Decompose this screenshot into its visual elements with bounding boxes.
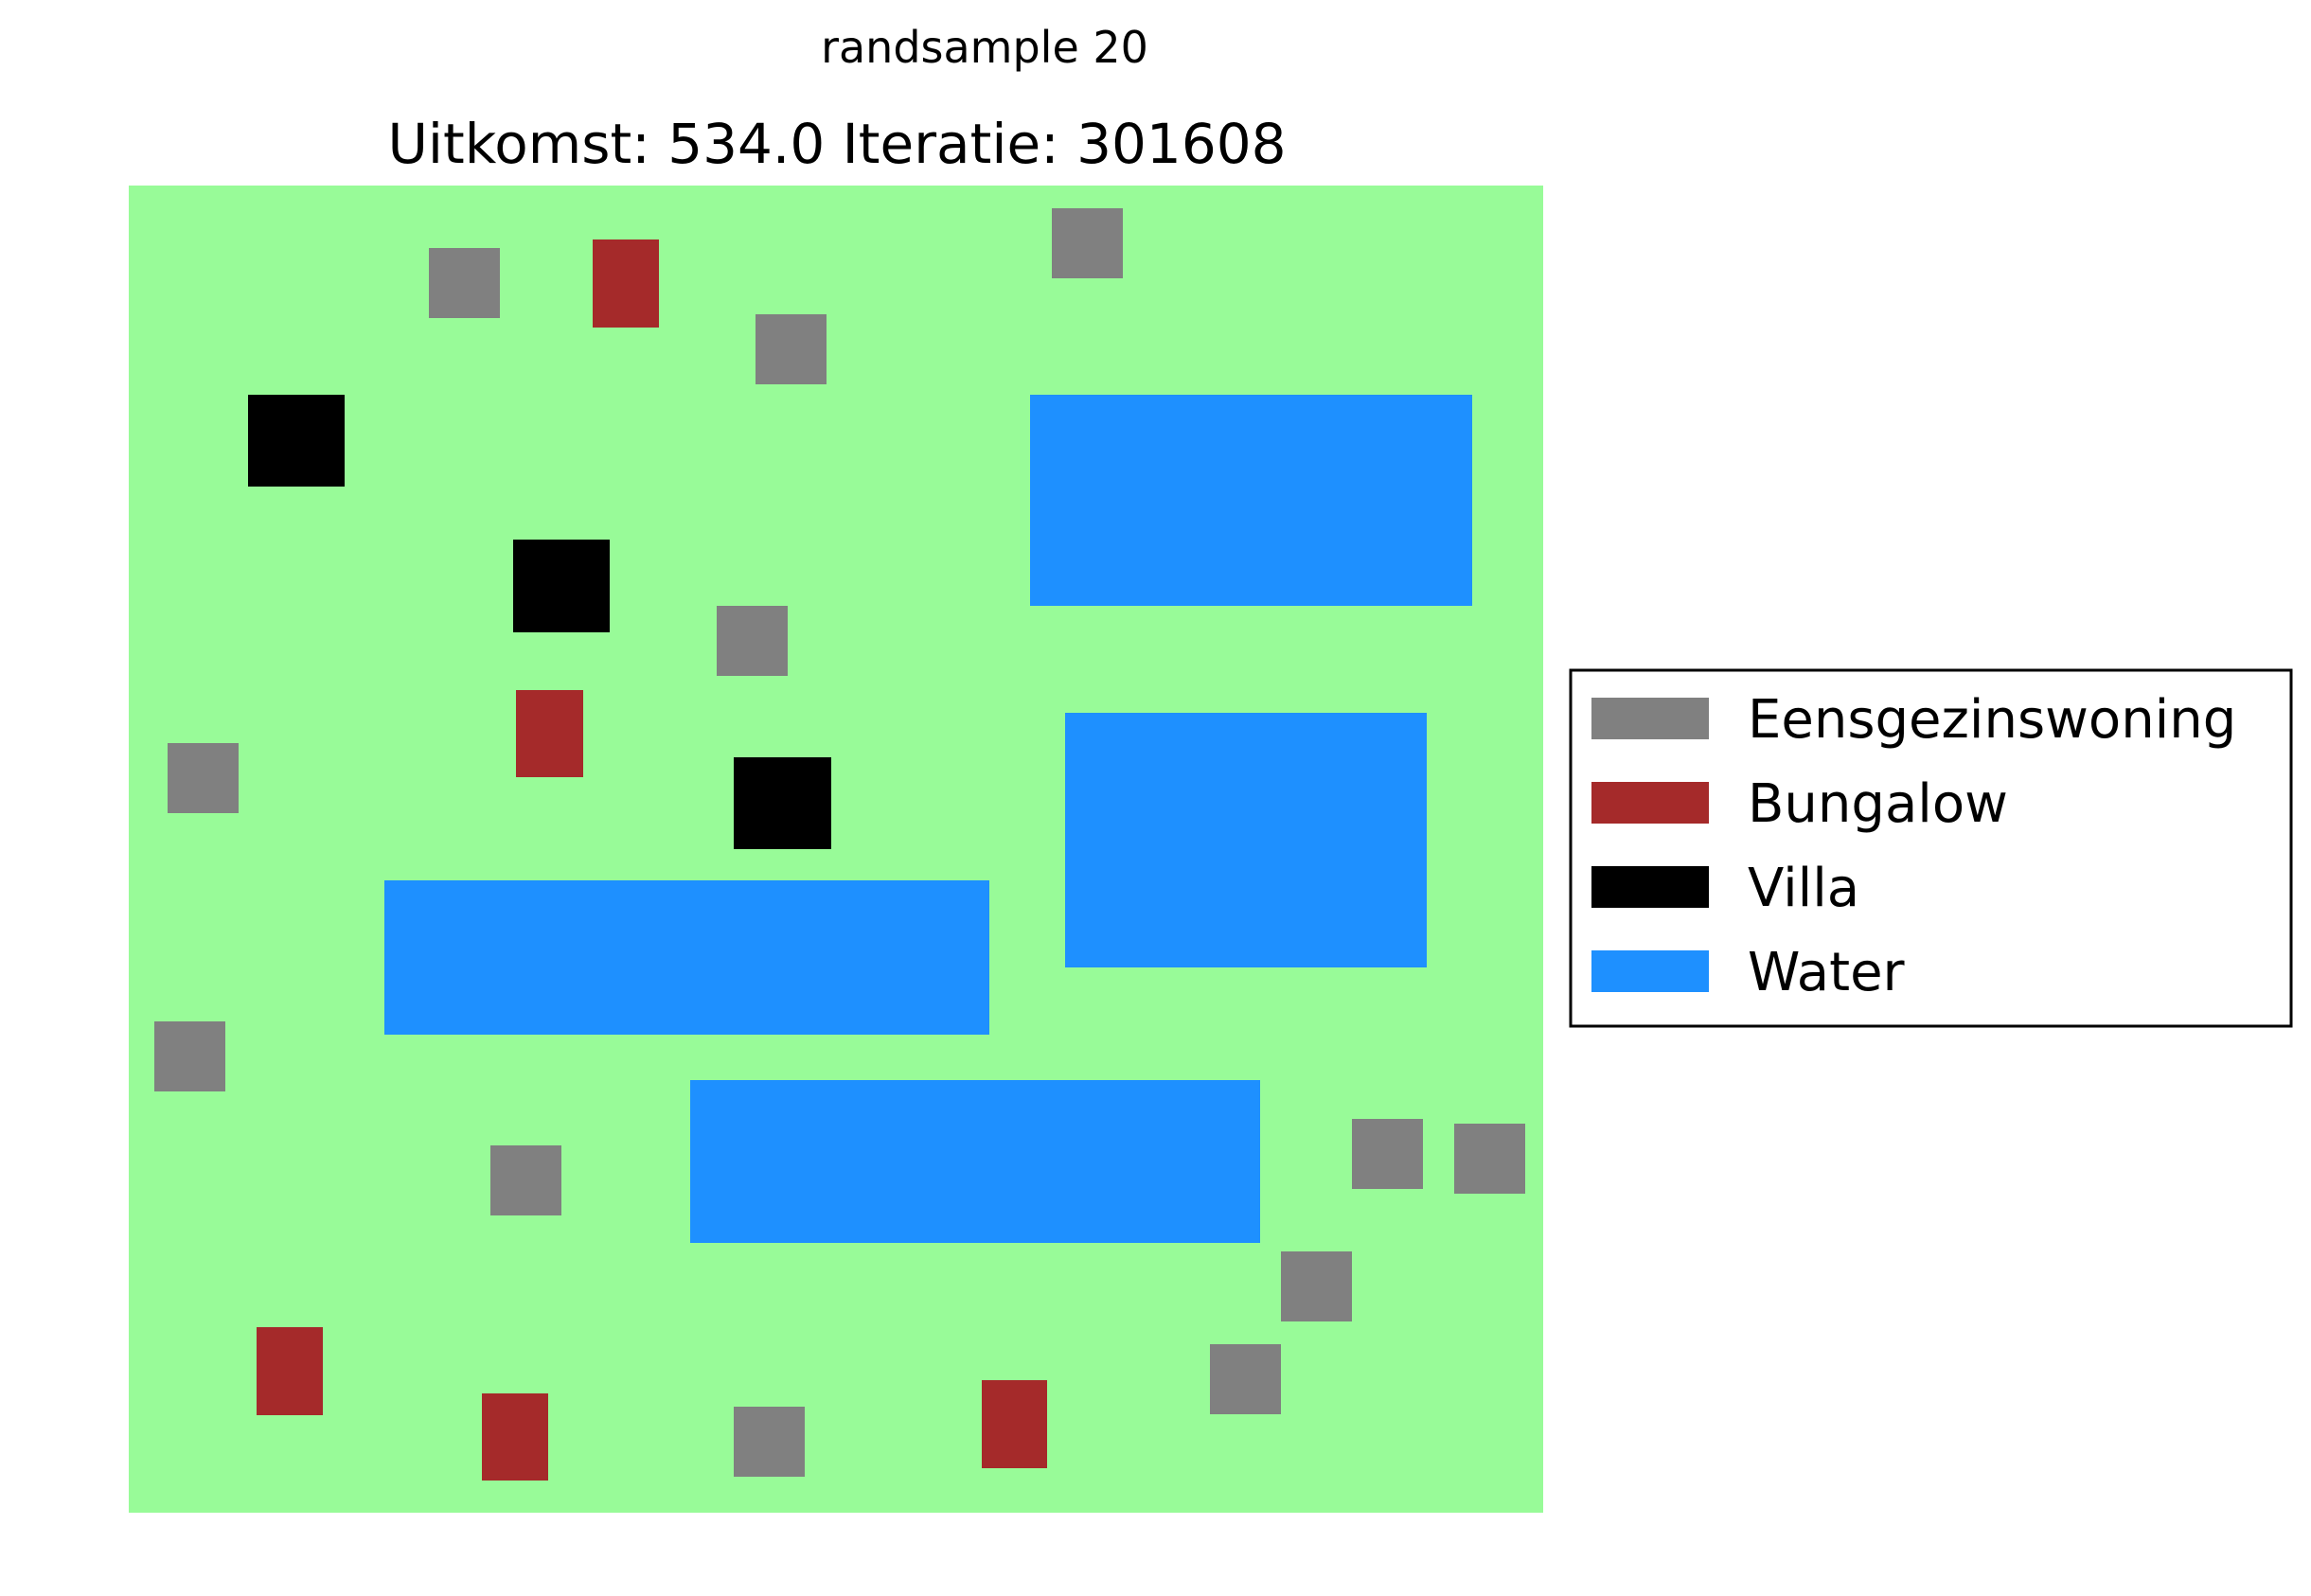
bungalow-house xyxy=(257,1327,323,1415)
map-items xyxy=(154,208,1525,1481)
bungalow-house xyxy=(982,1380,1047,1468)
eengezinswoning-house xyxy=(756,314,827,384)
legend-swatch-bungalow xyxy=(1591,782,1709,824)
eengezinswoning-house xyxy=(1052,208,1123,278)
eengezinswoning-house xyxy=(1281,1251,1352,1321)
eengezinswoning-house xyxy=(429,248,500,318)
bungalow-house xyxy=(516,690,583,777)
water-area xyxy=(690,1080,1260,1243)
legend-swatch-water xyxy=(1591,950,1709,992)
villa-house xyxy=(734,757,831,849)
villa-house xyxy=(248,395,345,487)
figure-suptitle: randsample 20 xyxy=(821,22,1148,73)
eengezinswoning-house xyxy=(490,1145,561,1215)
legend-label-villa: Villa xyxy=(1748,858,1859,919)
eengezinswoning-house xyxy=(154,1021,225,1091)
eengezinswoning-house xyxy=(168,743,239,813)
eengezinswoning-house xyxy=(1352,1119,1423,1189)
eengezinswoning-house xyxy=(717,606,788,676)
legend-swatch-villa xyxy=(1591,866,1709,908)
eengezinswoning-house xyxy=(734,1407,805,1477)
plot-title: Uitkomst: 534.0 Iteratie: 301608 xyxy=(387,112,1286,176)
eengezinswoning-house xyxy=(1210,1344,1281,1414)
villa-house xyxy=(513,540,610,632)
legend-swatch-eengezinswoning xyxy=(1591,698,1709,739)
bungalow-house xyxy=(593,239,659,328)
bungalow-house xyxy=(482,1393,548,1481)
legend-label-water: Water xyxy=(1748,942,1906,1003)
water-area xyxy=(1065,713,1427,967)
eengezinswoning-house xyxy=(1454,1124,1525,1194)
legend-label-eengezinswoning: Eensgezinswoning xyxy=(1748,689,2236,751)
legend: Eensgezinswoning Bungalow Villa Water xyxy=(1569,668,2293,1028)
water-area xyxy=(384,880,989,1035)
legend-label-bungalow: Bungalow xyxy=(1748,773,2008,835)
water-area xyxy=(1030,395,1472,606)
